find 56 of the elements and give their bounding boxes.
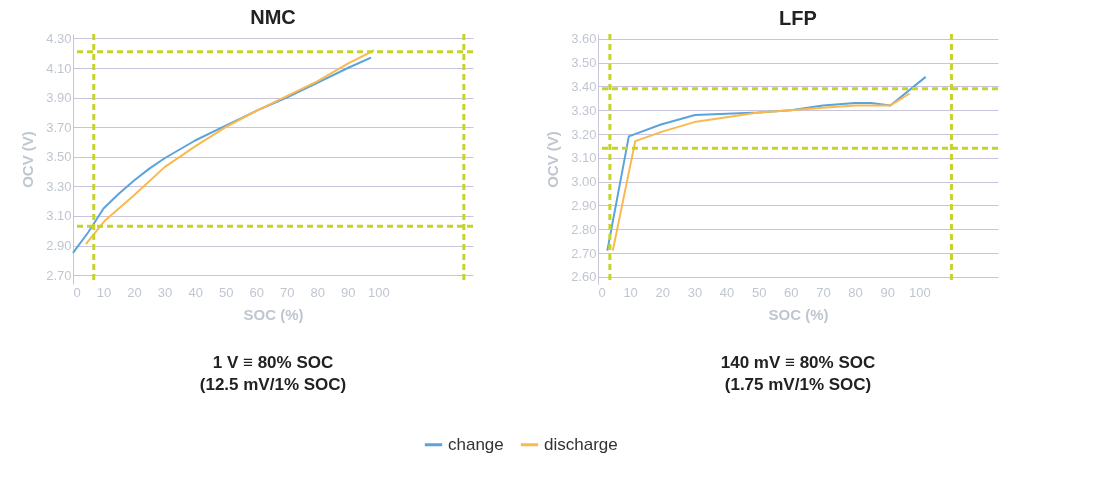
x-tick-label: 100 <box>908 284 931 300</box>
x-tick-label: 40 <box>188 284 203 300</box>
x-tick-label: 20 <box>655 284 670 300</box>
line-series <box>611 92 911 252</box>
x-tick-label: 50 <box>751 284 767 300</box>
x-tick-label: 20 <box>127 284 142 300</box>
y-axis-title: OCV (V) <box>19 131 37 188</box>
x-tick-label: 100 <box>367 284 390 300</box>
chart-title: NMC <box>250 6 296 29</box>
line-series <box>606 75 927 252</box>
y-tick-label: 3.20 <box>571 126 597 142</box>
y-tick-label: 2.70 <box>46 267 72 283</box>
text: (12.5 mV/1% SOC) <box>199 375 347 394</box>
y-tick-label: 2.70 <box>571 245 597 261</box>
y-tick-label: 3.60 <box>571 31 597 47</box>
y-axis-title: OCV (V) <box>544 131 562 188</box>
y-tick-label: 2.60 <box>571 269 597 285</box>
legend-label: change <box>448 434 504 454</box>
y-tick-label: 4.30 <box>46 30 72 46</box>
x-tick-label: 90 <box>341 284 356 300</box>
y-tick-label: 3.00 <box>571 174 597 190</box>
y-tick-label: 3.90 <box>46 90 72 106</box>
x-tick-label: 10 <box>96 284 112 300</box>
x-tick-label: 0 <box>73 284 81 300</box>
y-tick-label: 2.90 <box>571 197 597 213</box>
x-tick-label: 80 <box>310 284 326 300</box>
chart-title: LFP <box>779 6 817 29</box>
text: 140 mV ≡ 80% SOC <box>720 353 876 372</box>
y-tick-label: 3.70 <box>46 119 72 135</box>
x-tick-label: 10 <box>623 284 638 300</box>
y-tick-label: 3.40 <box>571 78 597 94</box>
text: 1 V ≡ 80% SOC <box>212 353 334 372</box>
x-axis-title: SOC (%) <box>768 305 829 323</box>
legend-label: discharge <box>544 434 618 454</box>
x-tick-label: 0 <box>598 284 606 300</box>
y-tick-label: 3.10 <box>46 208 72 224</box>
x-tick-label: 60 <box>784 284 799 300</box>
y-tick-label: 2.90 <box>46 238 72 254</box>
y-tick-label: 3.50 <box>571 55 597 71</box>
x-tick-label: 30 <box>687 284 703 300</box>
x-tick-label: 30 <box>157 284 173 300</box>
y-tick-label: 3.50 <box>46 149 72 165</box>
y-tick-label: 3.30 <box>46 178 72 194</box>
y-tick-label: 3.30 <box>571 102 597 118</box>
x-axis-title: SOC (%) <box>243 305 304 323</box>
y-tick-label: 3.10 <box>571 150 597 166</box>
x-tick-label: 90 <box>880 284 895 300</box>
text: (1.75 mV/1% SOC) <box>724 375 872 394</box>
x-tick-label: 70 <box>280 284 295 300</box>
x-tick-label: 40 <box>719 284 735 300</box>
x-tick-label: 80 <box>848 284 863 300</box>
x-tick-label: 70 <box>816 284 831 300</box>
x-tick-label: 60 <box>249 284 264 300</box>
y-tick-label: 4.10 <box>46 60 72 76</box>
y-tick-label: 2.80 <box>571 221 597 237</box>
x-tick-label: 50 <box>218 284 234 300</box>
